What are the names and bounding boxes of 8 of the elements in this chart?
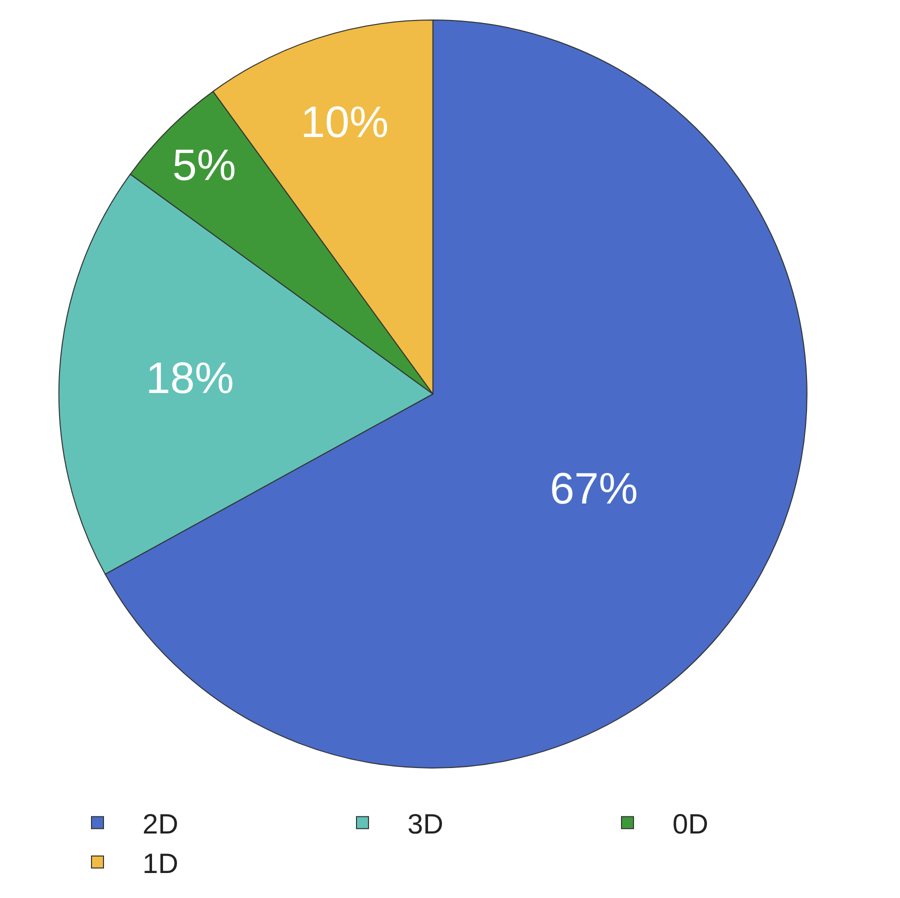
legend-label: 2D [142, 808, 178, 840]
legend-label: 1D [142, 848, 178, 879]
data-label: 18% [146, 354, 234, 404]
legend-label: 3D [408, 808, 444, 840]
data-label: 10% [300, 98, 389, 147]
data-label: 67% [550, 464, 638, 514]
legend-label: 0D [672, 808, 708, 840]
data-label: 5% [172, 140, 236, 190]
